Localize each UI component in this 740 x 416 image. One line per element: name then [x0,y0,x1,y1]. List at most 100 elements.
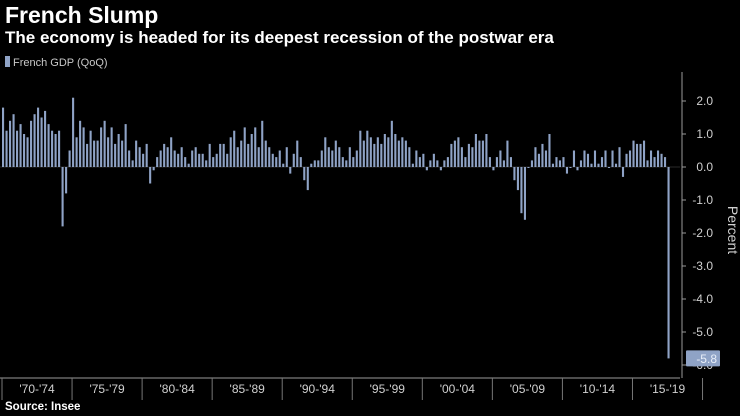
bar [138,147,141,167]
bar [520,167,523,214]
bar [516,167,519,191]
bar [296,140,299,167]
bar [474,134,477,167]
bar [369,137,372,167]
bar [502,160,505,167]
bar [79,120,82,167]
y-axis: 2.01.00.0-1.0-2.0-3.0-4.0-5.0-6.0-5.8 [681,72,720,378]
bar [324,137,327,167]
x-tick-label: '90-'94 [300,382,336,396]
bar [51,130,54,167]
bar [432,153,435,167]
bar [593,150,597,167]
bar [408,147,411,167]
bar [569,167,572,168]
bar [488,157,491,167]
bar [558,160,562,167]
bar [527,167,530,168]
bar [656,150,660,167]
bar [380,143,383,167]
bar [184,157,187,167]
bar [289,167,292,174]
bar [611,150,614,167]
bar [124,124,127,167]
bar [114,143,117,167]
bar [250,134,253,167]
bar [464,157,467,167]
bar [247,143,250,167]
bar [663,157,667,167]
bar [495,157,498,167]
bar [310,163,313,167]
bar [65,167,68,194]
chart-subtitle: The economy is headed for its deepest re… [5,28,554,47]
bar [9,120,12,167]
bar [618,147,621,167]
bar [485,134,488,167]
bar [187,163,190,167]
bar [278,150,281,167]
bar [5,130,8,167]
bar [621,167,625,177]
bar [646,160,649,167]
bar [100,127,103,167]
bar [306,167,309,191]
bar [450,143,453,167]
source-note: Source: Insee [5,401,81,413]
bar [208,143,211,167]
bar [47,124,50,167]
x-axis: '70-'74 '75-'79 '80-'84 '85-'89 '90-'94 '95-'… [0,377,704,400]
bar [394,134,397,167]
bar [443,160,446,167]
y-tick-label: -4.0 [692,292,713,306]
bar [562,157,565,167]
bar [54,134,57,167]
bar [660,153,663,167]
bar [16,130,19,167]
bar [19,124,22,167]
bar [415,150,418,167]
bar [590,163,593,167]
bar [341,157,344,167]
x-tick-label: '10-'14 [580,382,616,396]
bar [632,140,635,167]
bar [236,147,239,167]
bar [128,150,131,167]
bar [152,167,155,171]
last-value-label: -5.8 [696,352,717,366]
bar [313,160,316,167]
bar [401,137,404,167]
bar [509,157,512,167]
bar [194,147,197,167]
x-tick-label: '85-'89 [230,382,266,396]
bar [362,140,365,167]
bar [156,157,159,167]
bar [285,147,288,167]
bar [439,167,442,171]
bar [460,147,463,167]
legend-label: French GDP (QoQ) [13,57,108,69]
y-tick-label: -1.0 [692,193,713,207]
bar [271,153,274,167]
bar [418,157,421,167]
bar [607,167,611,168]
bar [282,163,285,167]
bar [471,147,474,167]
bar [201,153,204,167]
bar [177,153,180,167]
bar [33,114,36,167]
bar [254,127,257,167]
bar [348,147,351,167]
bar [61,167,64,227]
bar [649,150,653,167]
y-tick-label: -2.0 [692,226,713,240]
bar [89,130,92,167]
bar [103,120,106,167]
bar [37,107,40,167]
bar [667,167,670,359]
bar [642,140,646,167]
bar [513,167,516,181]
bar [541,143,544,167]
last-value-box [686,350,720,367]
